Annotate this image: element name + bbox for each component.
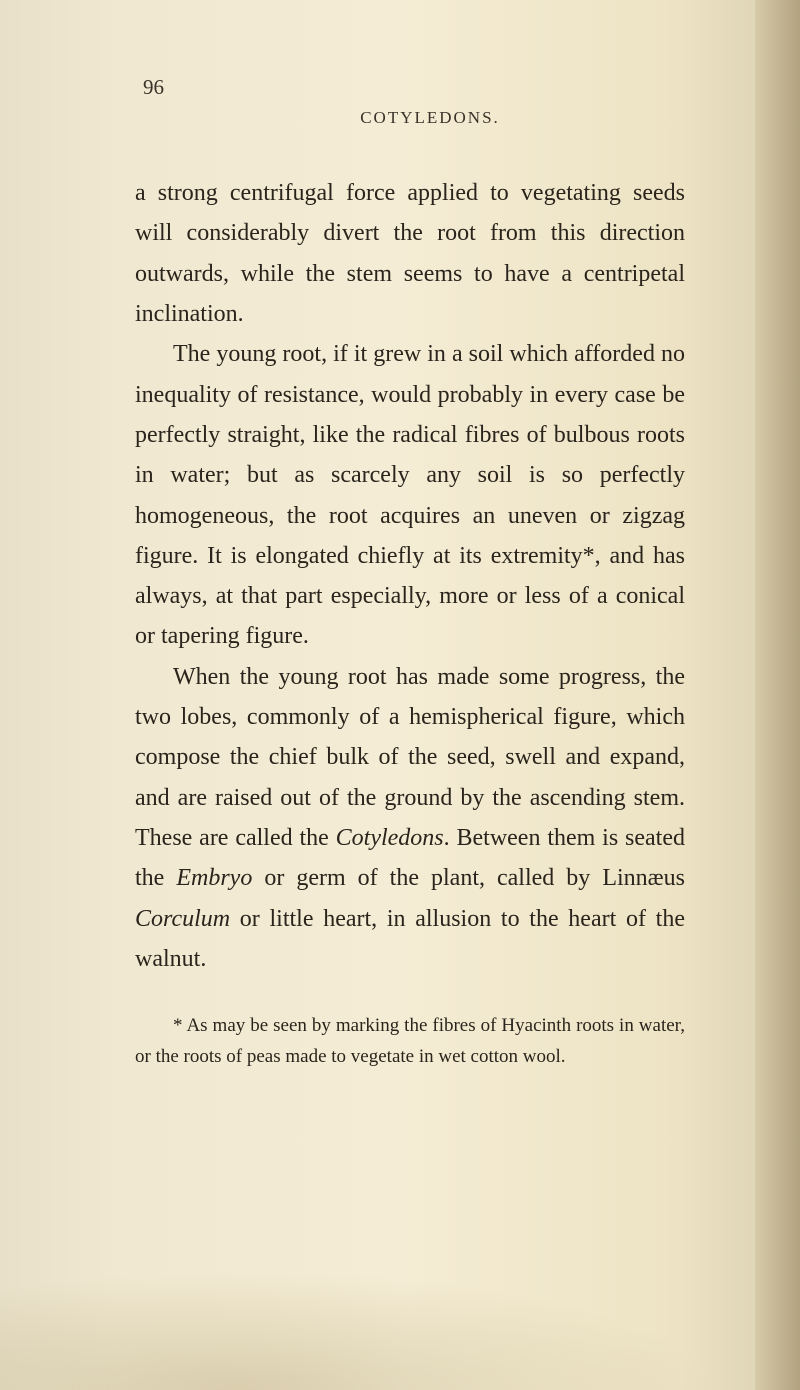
italic-term-embryo: Embryo [176, 865, 252, 891]
book-page: 96 COTYLEDONS. a strong centrifugal forc… [0, 0, 800, 1390]
italic-term-cotyledons: Cotyledons [336, 825, 444, 851]
text-run: When the young root has made some progre… [135, 664, 685, 851]
footnote-text: As may be seen by marking the fibres of … [135, 1015, 685, 1066]
page-number: 96 [143, 75, 685, 100]
footnote-marker: * [173, 1015, 183, 1036]
body-text-block: a strong centrifugal force applied to ve… [135, 173, 685, 979]
paragraph-2: The young root, if it grew in a soil whi… [135, 334, 685, 657]
page-aging-stain [0, 1250, 800, 1390]
text-run: or germ of the plant, called by Linnæus [252, 865, 685, 891]
footnote: * As may be seen by marking the fibres o… [135, 1011, 685, 1072]
paragraph-1: a strong centrifugal force applied to ve… [135, 173, 685, 334]
paragraph-3: When the young root has made some progre… [135, 657, 685, 980]
page-header: COTYLEDONS. [175, 108, 685, 128]
italic-term-corculum: Corculum [135, 906, 230, 932]
